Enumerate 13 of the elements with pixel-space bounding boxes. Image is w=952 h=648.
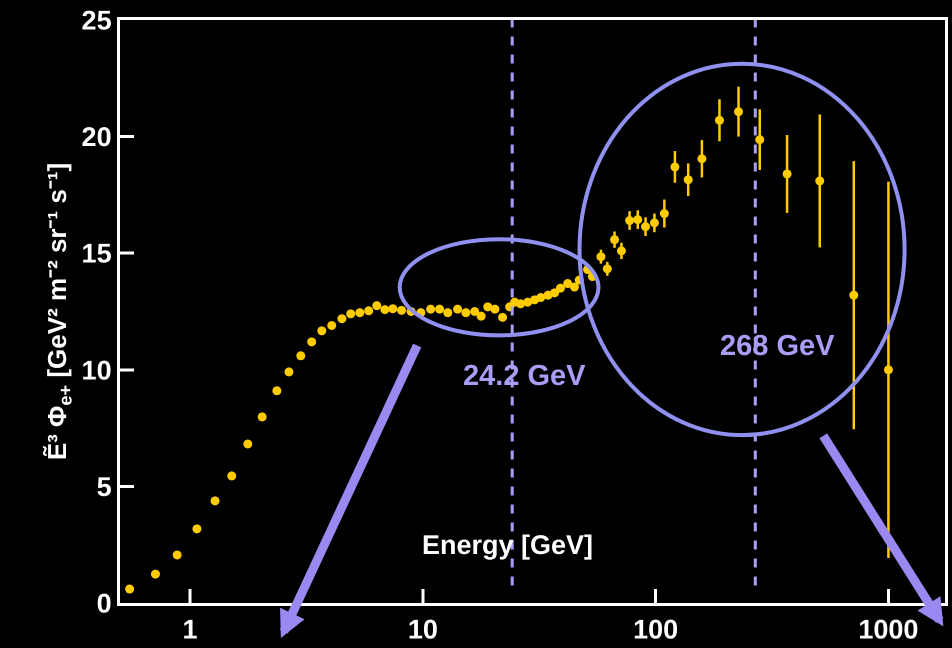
x-tick-label: 1000 (858, 614, 918, 644)
y-tick-label: 5 (96, 472, 112, 502)
x-tick-label: 10 (408, 614, 438, 644)
x-tick-label: 1 (182, 614, 198, 644)
y-tick-label: 25 (82, 5, 112, 36)
ref-line-label: 268 GeV (720, 330, 836, 362)
y-tick-label: 20 (82, 122, 112, 152)
ref-line-label: 24.2 GeV (463, 360, 586, 392)
x-tick-label: 100 (633, 614, 678, 644)
y-tick-label: 10 (82, 355, 112, 386)
y-tick-label: 15 (82, 238, 112, 269)
x-axis-title: Energy [GeV] (422, 530, 594, 560)
y-tick-label: 0 (96, 588, 112, 618)
